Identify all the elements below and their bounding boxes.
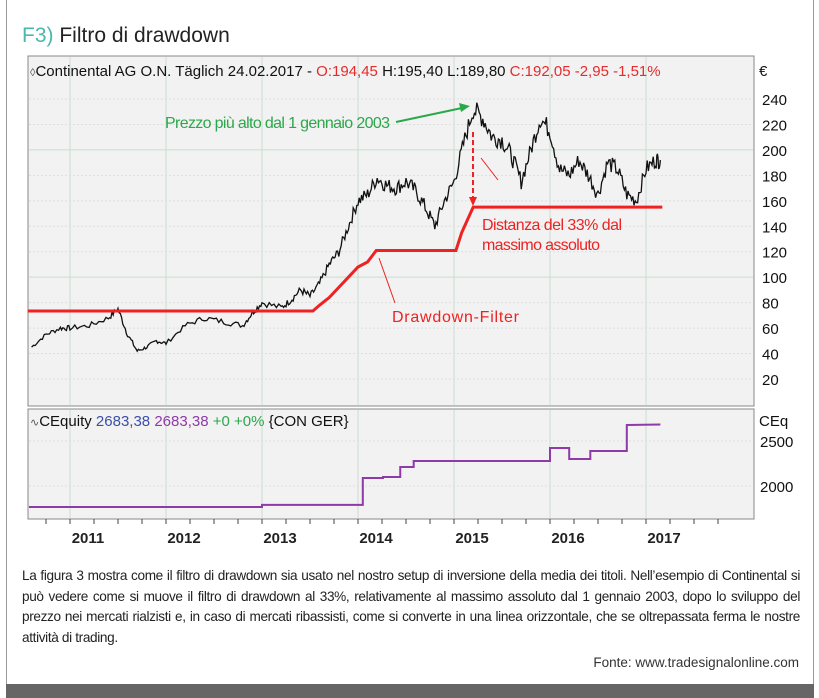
y-tick-label: 40 — [762, 347, 779, 364]
figure-title: F3) Filtro di drawdown — [22, 24, 230, 47]
y-tick-label: 120 — [762, 245, 787, 262]
grid — [29, 57, 753, 518]
bottom-bar — [6, 684, 814, 698]
x-tick-label: 2014 — [359, 530, 393, 547]
chart: 2011 2012 2013 2014 2015 2016 2017 20 40 60 80 100 1… — [27, 55, 793, 547]
drawdown-filter-line — [27, 205, 663, 313]
price-panel — [27, 55, 755, 407]
figure-frame — [6, 0, 814, 686]
price-series-line — [31, 102, 662, 353]
annotation-arrow-line — [395, 107, 463, 123]
equity-series-line — [29, 423, 661, 508]
y-tick-label: 140 — [762, 219, 787, 236]
annotation-drawdown-filter: Drawdown-Filter — [392, 309, 520, 326]
pointer-line — [378, 257, 396, 304]
equity-tick-label: 2500 — [760, 434, 793, 451]
price-axis-unit: € — [759, 63, 768, 80]
price-header: ◊Continental AG O.N. Täglich 24.02.2017 … — [30, 63, 661, 80]
x-tick-label: 2013 — [263, 530, 296, 547]
arrow-down-icon — [469, 197, 477, 206]
x-tick-label: 2012 — [167, 530, 200, 547]
figure-source: Fonte: www.tradesignalonline.com — [593, 655, 799, 670]
equity-tick-label: 2000 — [760, 479, 793, 496]
y-tick-label: 20 — [762, 372, 779, 389]
x-tick-label: 2017 — [647, 530, 680, 547]
y-tick-label: 200 — [762, 143, 787, 160]
x-tick-label: 2015 — [455, 530, 488, 547]
figure-caption: La figura 3 mostra come il filtro di dra… — [22, 568, 800, 645]
annotation-distance-line2: massimo assoluto — [482, 237, 600, 254]
pointer-line — [480, 157, 499, 181]
y-tick-label: 240 — [762, 92, 787, 109]
y-tick-label: 60 — [762, 321, 779, 338]
annotation-highest-price: Prezzo più alto dal 1 gennaio 2003 — [165, 115, 390, 132]
y-tick-label: 160 — [762, 194, 787, 211]
y-tick-label: 180 — [762, 168, 787, 185]
equity-axis-unit: CEq — [759, 413, 788, 430]
equity-panel — [27, 408, 755, 520]
equity-header: ∿CEquity 2683,38 2683,38 +0 +0% {CON GER… — [30, 413, 349, 430]
x-tick-label: 2011 — [72, 530, 105, 547]
x-tick-label: 2016 — [551, 530, 584, 547]
axis-ticks: 2011 2012 2013 2014 2015 2016 2017 20 40 60 80 100 1… — [45, 92, 793, 547]
y-tick-label: 220 — [762, 117, 787, 134]
arrow-head-icon — [459, 103, 470, 112]
y-tick-label: 80 — [762, 296, 779, 313]
annotation-distance-line1: Distanza del 33% dal — [482, 217, 622, 234]
y-tick-label: 100 — [762, 270, 787, 287]
